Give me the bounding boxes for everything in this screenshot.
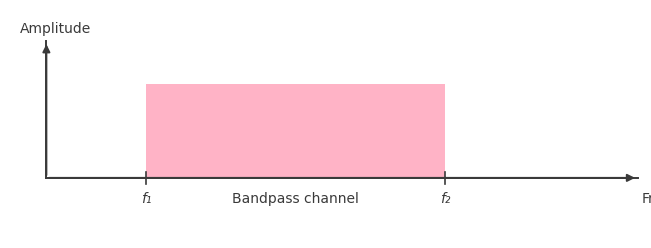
Text: f₂: f₂ bbox=[440, 192, 450, 206]
Text: f₁: f₁ bbox=[141, 192, 151, 206]
Text: Amplitude: Amplitude bbox=[20, 22, 91, 36]
Text: Frequency: Frequency bbox=[641, 192, 651, 206]
Bar bbox=[146, 85, 445, 178]
Text: Bandpass channel: Bandpass channel bbox=[232, 192, 359, 206]
